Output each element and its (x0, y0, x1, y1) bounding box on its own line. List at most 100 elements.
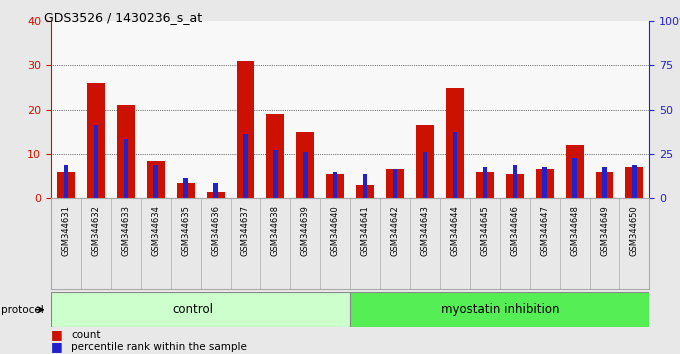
Bar (260, 21, 290, 198)
Bar (590, 21, 619, 198)
Bar (57, 172, 75, 198)
Text: ■: ■ (51, 328, 63, 341)
Bar (596, 172, 613, 198)
Text: GSM344636: GSM344636 (211, 205, 220, 256)
Bar (416, 125, 434, 198)
Bar (147, 161, 165, 198)
Bar (273, 149, 277, 198)
Bar (500, 21, 530, 198)
Bar (363, 174, 367, 198)
Text: GSM344650: GSM344650 (630, 205, 639, 256)
Bar (543, 167, 547, 198)
Bar (423, 152, 427, 198)
Text: GSM344639: GSM344639 (301, 205, 310, 256)
Text: GSM344637: GSM344637 (241, 205, 250, 256)
Text: GSM344647: GSM344647 (540, 205, 549, 256)
Bar (350, 292, 649, 327)
Bar (500, 21, 530, 198)
Bar (619, 21, 649, 198)
Bar (124, 138, 128, 198)
Bar (453, 132, 457, 198)
Text: GSM344633: GSM344633 (121, 205, 131, 256)
Bar (602, 167, 607, 198)
Bar (356, 185, 374, 198)
Bar (410, 21, 440, 198)
Text: GSM344641: GSM344641 (360, 205, 370, 256)
Bar (94, 125, 98, 198)
Bar (380, 21, 410, 198)
Bar (141, 21, 171, 198)
Bar (626, 167, 643, 198)
Bar (177, 183, 194, 198)
Bar (470, 21, 500, 198)
Bar (237, 61, 254, 198)
Bar (470, 21, 500, 198)
Bar (350, 21, 380, 198)
Bar (560, 21, 590, 198)
Bar (386, 170, 404, 198)
Bar (590, 21, 619, 198)
Bar (573, 159, 577, 198)
Bar (243, 134, 248, 198)
Text: GSM344631: GSM344631 (61, 205, 71, 256)
Bar (619, 21, 649, 198)
Bar (410, 21, 440, 198)
Bar (201, 21, 231, 198)
Bar (333, 172, 337, 198)
Text: GSM344648: GSM344648 (570, 205, 579, 256)
Bar (296, 132, 314, 198)
Bar (207, 192, 224, 198)
Bar (87, 83, 105, 198)
Text: GSM344640: GSM344640 (330, 205, 340, 256)
Bar (393, 170, 397, 198)
Text: GSM344632: GSM344632 (91, 205, 101, 256)
Text: GSM344649: GSM344649 (600, 205, 609, 256)
Text: count: count (71, 330, 101, 339)
Bar (513, 165, 517, 198)
Bar (81, 21, 111, 198)
Bar (81, 21, 111, 198)
Text: ■: ■ (51, 341, 63, 353)
Text: myostatin inhibition: myostatin inhibition (441, 303, 559, 316)
Text: GSM344638: GSM344638 (271, 205, 280, 256)
Text: control: control (173, 303, 214, 316)
Bar (214, 183, 218, 198)
Text: GSM344643: GSM344643 (420, 205, 430, 256)
Bar (380, 21, 410, 198)
Bar (476, 172, 494, 198)
Bar (536, 170, 554, 198)
Text: GSM344645: GSM344645 (480, 205, 490, 256)
Bar (440, 21, 470, 198)
Bar (440, 21, 470, 198)
Bar (260, 21, 290, 198)
Bar (320, 21, 350, 198)
Bar (560, 21, 590, 198)
Bar (506, 174, 524, 198)
Bar (51, 21, 81, 198)
Bar (326, 174, 344, 198)
Bar (231, 21, 260, 198)
Text: percentile rank within the sample: percentile rank within the sample (71, 342, 248, 352)
Bar (154, 165, 158, 198)
Bar (303, 152, 307, 198)
Bar (350, 21, 380, 198)
Bar (267, 114, 284, 198)
Text: GDS3526 / 1430236_s_at: GDS3526 / 1430236_s_at (44, 11, 203, 24)
Bar (566, 145, 583, 198)
Bar (320, 21, 350, 198)
Bar (483, 167, 487, 198)
Bar (290, 21, 320, 198)
Bar (64, 165, 68, 198)
Bar (184, 178, 188, 198)
Text: GSM344642: GSM344642 (390, 205, 400, 256)
Bar (290, 21, 320, 198)
Bar (111, 21, 141, 198)
Bar (171, 21, 201, 198)
Bar (632, 165, 636, 198)
Bar (141, 21, 171, 198)
Bar (530, 21, 560, 198)
Bar (231, 21, 260, 198)
Bar (51, 292, 350, 327)
Bar (111, 21, 141, 198)
Text: GSM344634: GSM344634 (151, 205, 160, 256)
